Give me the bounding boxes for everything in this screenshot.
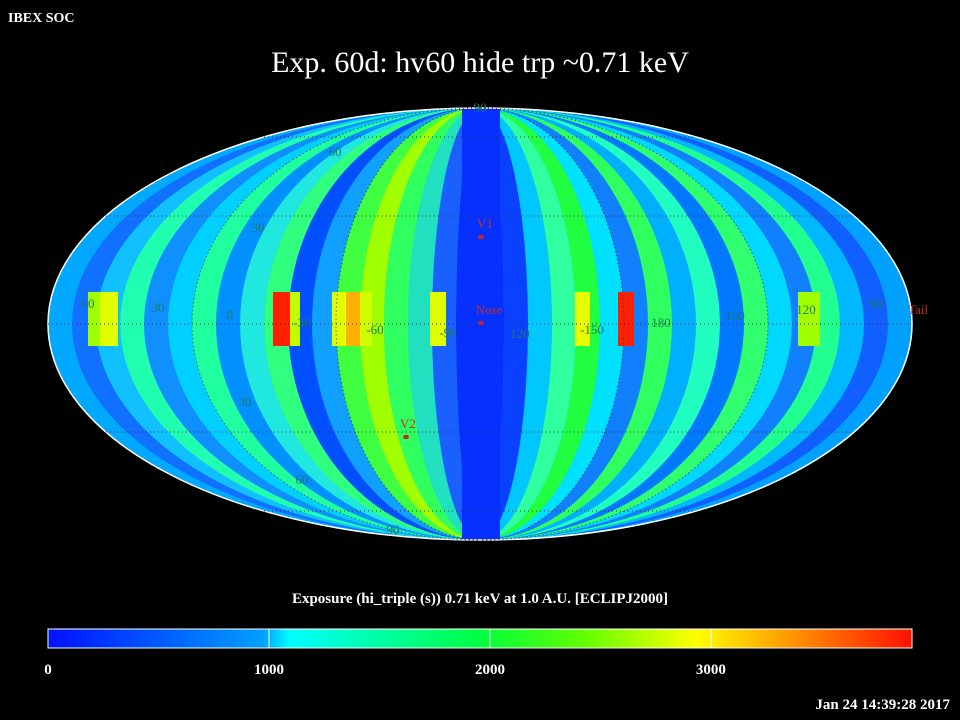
grid-label: 60 [329,144,342,159]
map-cell [346,292,360,346]
grid-label: 0 [227,307,234,322]
colorbar-caption: Exposure (hi_triple (s)) 0.71 keV at 1.0… [292,591,668,607]
marker-label: V1 [477,216,493,231]
map-cell [290,292,300,346]
grid-label: -150 [580,322,604,337]
map-cell [332,292,346,346]
colorbar [47,628,913,649]
map-cell [575,292,590,346]
map-cell [430,292,446,346]
graticule-line [479,107,769,541]
map-band [384,108,480,540]
map-cell [798,292,820,346]
colorbar-ticks: 0 1000 2000 3000 [44,629,726,678]
marker-label: V2 [400,416,416,431]
colorbar-tick-label: 0 [44,662,52,678]
map-cell [100,292,118,346]
map-cell [273,292,290,346]
marker-label: Tail [908,302,928,317]
grid-label: -90 [439,325,456,340]
map-cell [360,292,372,346]
grid-label: 30 [252,220,265,235]
map-band [480,108,624,540]
map-labels: 90 60 30 60 30 0 -30 -60 -90 120 -150 180 150 120 90 30… [48,100,928,541]
marker-label: Nose [476,302,503,317]
colorbar-tick-label: 3000 [696,662,726,678]
colorbar-tick-label: 1000 [254,662,284,678]
map-band [336,108,480,540]
title: Exp. 60d: hv60 hide trp ~0.71 keV [271,46,689,79]
marker-dot [478,321,484,325]
grid-label: 60 [296,472,309,487]
colorbar-tick-label: 2000 [475,662,505,678]
grid-label: 30 [152,300,165,315]
source-label: IBEX SOC [8,11,75,26]
grid-label: 150 [725,308,745,323]
grid-label: 60 [82,296,95,311]
graticule-line [191,107,481,541]
grid-label: 90 [387,522,400,537]
grid-label: 180 [651,315,671,330]
grid-label: 30 [239,394,252,409]
map-cell [618,292,634,346]
grid-label: -60 [366,322,383,337]
grid-label: 120 [510,326,530,341]
grid-label: 90 [870,296,883,311]
grid-label: 90 [474,100,487,115]
marker-dot [478,235,484,239]
map-cell [88,292,100,346]
grid-label: 120 [796,302,816,317]
marker-dot [403,435,409,439]
grid-label: -30 [293,315,310,330]
timestamp: Jan 24 14:39:28 2017 [815,697,950,713]
map-band [480,108,576,540]
